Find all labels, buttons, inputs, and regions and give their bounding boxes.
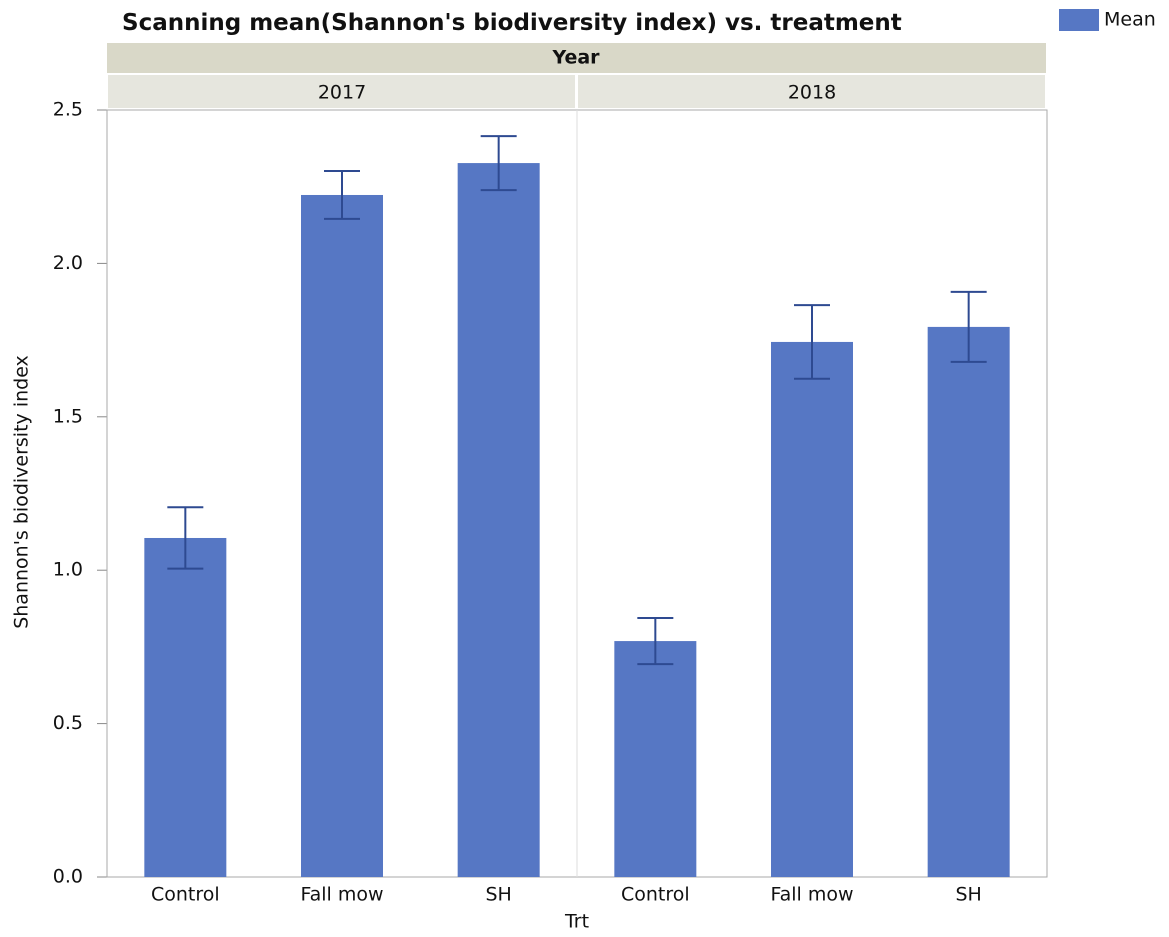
bar — [301, 194, 383, 878]
legend-swatch — [1059, 9, 1099, 31]
error-bar — [324, 170, 360, 220]
facet-title: Year — [551, 47, 600, 69]
bar — [144, 537, 227, 877]
y-tick-label: 0.0 — [53, 866, 83, 888]
x-axis-label: Trt — [564, 911, 589, 933]
y-tick-label: 0.5 — [53, 712, 83, 734]
error-bar — [480, 135, 517, 192]
legend-label: Mean — [1104, 9, 1156, 31]
x-tick-label: Fall mow — [770, 884, 853, 906]
bar — [457, 163, 540, 877]
facet-header — [107, 43, 1046, 73]
error-bar — [950, 290, 987, 363]
chart-title: Scanning mean(Shannon's biodiversity ind… — [122, 10, 902, 36]
x-tick-label: Fall mow — [300, 884, 383, 906]
y-tick-label: 2.5 — [53, 99, 83, 121]
x-tick-label: Control — [621, 884, 690, 906]
y-tick-label: 1.0 — [53, 559, 83, 581]
bar — [771, 341, 853, 877]
y-axis-label: Shannon's biodiversity index — [11, 355, 33, 629]
error-bar — [167, 506, 204, 570]
x-tick-label: SH — [485, 884, 511, 906]
error-bar — [794, 304, 830, 380]
facet-label: 2018 — [788, 82, 836, 104]
facet-label: 2017 — [318, 82, 366, 104]
bar — [927, 326, 1010, 877]
facet-subheader — [108, 75, 575, 108]
y-tick-label: 2.0 — [53, 252, 83, 274]
y-tick-label: 1.5 — [53, 405, 83, 427]
facet-subheader — [578, 75, 1045, 108]
error-bar — [637, 617, 674, 666]
x-tick-label: Control — [151, 884, 220, 906]
bar — [614, 641, 697, 877]
x-tick-label: SH — [955, 884, 981, 906]
